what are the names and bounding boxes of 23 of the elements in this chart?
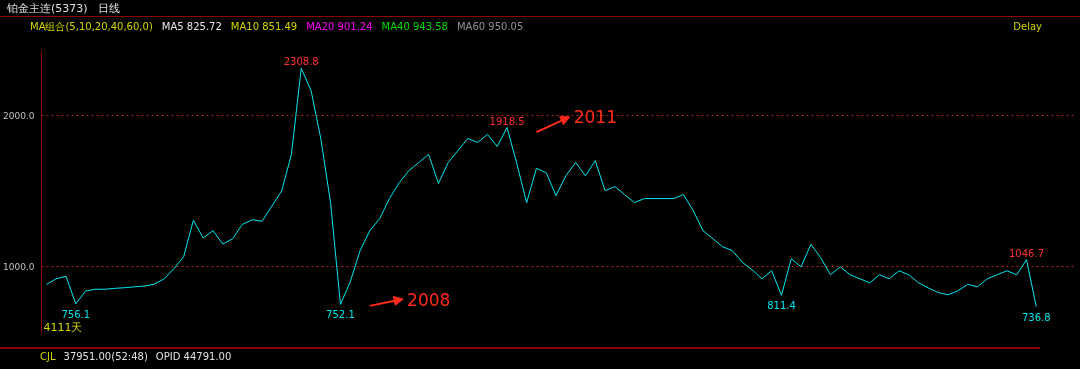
text: MA5 825.72 — [161, 21, 222, 32]
text: CJL — [40, 351, 56, 362]
text: MA20 901.24 — [306, 21, 373, 32]
annotation: 2008 — [407, 289, 451, 310]
annotation: 752.1 — [326, 309, 355, 321]
annotation: 4111天 — [43, 320, 83, 334]
y-tick-label: 1000.0 — [3, 262, 35, 273]
annotation: 811.4 — [767, 300, 796, 312]
annotation: 2011 — [573, 107, 617, 128]
annotation: 1046.7 — [1009, 247, 1044, 259]
text: MA10 851.49 — [230, 21, 298, 32]
y-tick-label: 2000.0 — [3, 110, 35, 121]
annotation: 736.8 — [1021, 311, 1051, 323]
annotation: 756.1 — [61, 308, 91, 320]
text: MA40 943.58 — [381, 21, 448, 32]
annotation: 2308.8 — [283, 56, 319, 68]
text: OPID 44791.00 — [155, 351, 232, 362]
text: Delay — [1013, 20, 1042, 34]
text: MA60 950.05 — [456, 21, 524, 32]
text: MA组合(5,10,20,40,60,0) — [30, 21, 153, 32]
chart-title: 铂金主连(5373) 日线 — [6, 2, 121, 15]
annotation: 1918.5 — [489, 115, 525, 127]
text: 37951.00(52:48) — [63, 351, 148, 362]
